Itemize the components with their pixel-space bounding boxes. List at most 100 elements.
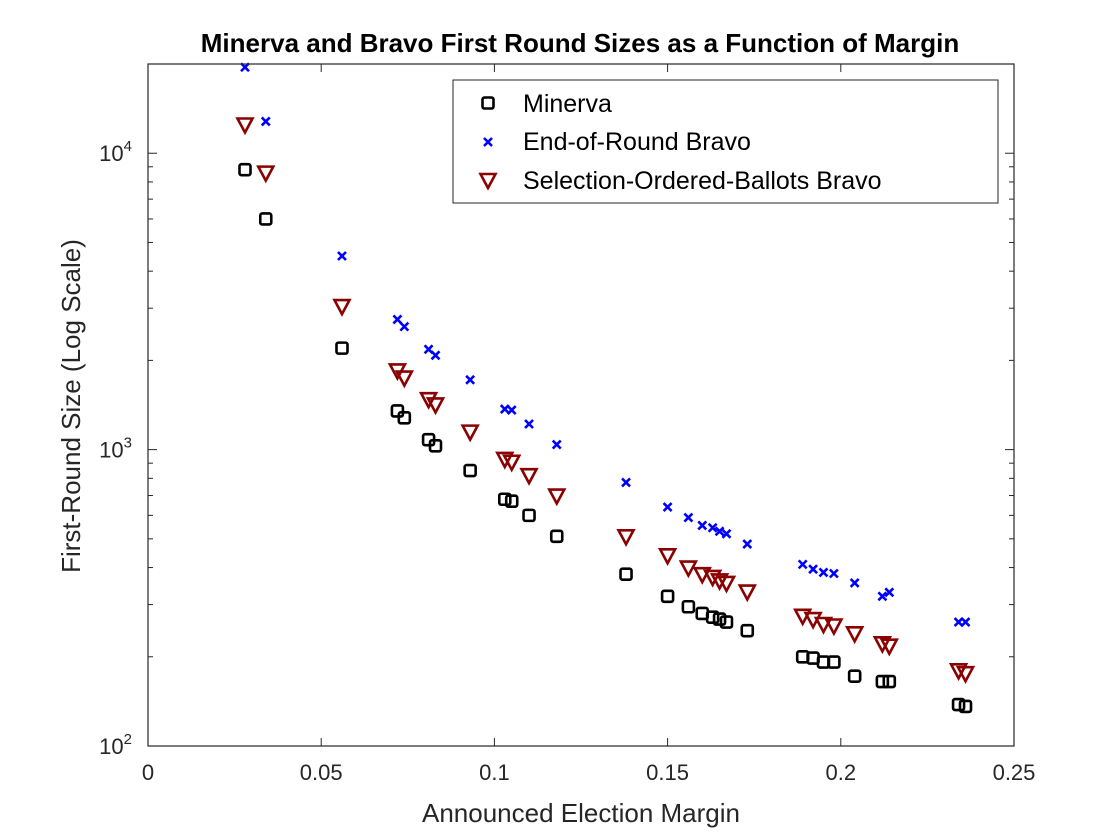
data-point-minerva <box>335 341 349 355</box>
data-point-selection-ordered-ballots-bravo <box>872 636 893 655</box>
x-tick-label: 0 <box>142 760 154 785</box>
data-point-end-of-round-bravo <box>337 251 347 261</box>
y-tick-exponent: 4 <box>124 138 132 155</box>
data-point-selection-ordered-ballots-bravo <box>502 454 522 473</box>
legend-box <box>452 79 999 204</box>
data-point-minerva <box>504 494 519 508</box>
data-point-selection-ordered-ballots-bravo <box>332 298 352 317</box>
data-point-end-of-round-bravo <box>828 568 839 579</box>
data-point-end-of-round-bravo <box>697 520 708 531</box>
data-point-end-of-round-bravo <box>551 439 562 450</box>
data-point-end-of-round-bravo <box>960 617 971 627</box>
y-tick-exponent: 2 <box>124 731 132 748</box>
data-point-minerva <box>428 439 443 453</box>
data-point-selection-ordered-ballots-bravo <box>256 165 276 184</box>
data-point-selection-ordered-ballots-bravo <box>716 575 737 594</box>
y-tick-base: 10 <box>99 141 123 166</box>
data-point-minerva <box>238 162 252 177</box>
y-tick-label: 102 <box>99 731 132 759</box>
legend: Minerva End-of-Round Bravo Selection-Ord… <box>452 79 999 204</box>
data-point-minerva <box>681 599 696 614</box>
data-point-minerva <box>740 623 755 638</box>
data-point-end-of-round-bravo <box>430 350 441 361</box>
data-point-end-of-round-bravo <box>721 528 732 539</box>
data-point-selection-ordered-ballots-bravo <box>702 569 723 588</box>
data-point-end-of-round-bravo <box>877 591 888 602</box>
data-point-end-of-round-bravo <box>524 419 534 429</box>
legend-label-end-of-round-bravo: End-of-Round Bravo <box>523 128 751 156</box>
data-point-minerva <box>875 674 890 689</box>
data-point-minerva <box>827 655 841 669</box>
y-tick-base: 10 <box>99 438 123 463</box>
data-point-minerva <box>463 463 477 478</box>
data-point-end-of-round-bravo <box>392 314 403 325</box>
y-tick-exponent: 3 <box>124 435 132 452</box>
data-point-end-of-round-bravo <box>808 564 819 575</box>
y-tick-label: 104 <box>99 138 132 166</box>
data-point-selection-ordered-ballots-bravo <box>948 663 969 682</box>
legend-marker-end-of-round-bravo <box>483 137 493 147</box>
data-point-end-of-round-bravo <box>849 577 860 588</box>
x-axis-label: Announced Election Margin <box>422 798 740 828</box>
data-point-selection-ordered-ballots-bravo <box>824 618 844 637</box>
data-point-end-of-round-bravo <box>465 374 476 385</box>
data-point-selection-ordered-ballots-bravo <box>879 638 899 657</box>
data-point-minerva <box>847 669 862 683</box>
data-point-end-of-round-bravo <box>797 559 808 570</box>
data-point-end-of-round-bravo <box>621 477 631 488</box>
y-tick-base: 10 <box>99 734 123 759</box>
legend-marker-selection-ordered-ballots-bravo <box>478 172 498 191</box>
legend-marker-minerva <box>481 96 495 110</box>
data-point-minerva <box>660 589 675 604</box>
y-axis-label: First-Round Size (Log Scale) <box>56 239 86 573</box>
data-point-selection-ordered-ballots-bravo <box>616 528 636 548</box>
plot-frame <box>147 63 1015 747</box>
data-point-minerva <box>258 212 273 226</box>
data-point-selection-ordered-ballots-bravo <box>955 665 976 684</box>
y-tick-label: 103 <box>99 435 132 463</box>
data-point-minerva <box>619 567 633 581</box>
data-point-minerva <box>397 411 412 425</box>
data-point-minerva <box>497 492 512 507</box>
data-point-minerva <box>705 610 720 624</box>
data-point-end-of-round-bravo <box>683 512 694 523</box>
data-point-end-of-round-bravo <box>714 526 725 537</box>
data-point-minerva <box>882 674 897 689</box>
legend-label-minerva: Minerva <box>523 90 612 118</box>
data-point-selection-ordered-ballots-bravo <box>394 370 415 389</box>
data-point-end-of-round-bravo <box>818 567 829 578</box>
chart-title: Minerva and Bravo First Round Sizes as a… <box>201 28 959 58</box>
data-point-selection-ordered-ballots-bravo <box>235 117 255 136</box>
data-point-selection-ordered-ballots-bravo <box>495 451 515 470</box>
data-point-minerva <box>719 615 734 629</box>
data-point-minerva <box>390 404 405 418</box>
legend-label-selection-ordered-ballots-bravo: Selection-Ordered-Ballots Bravo <box>523 167 882 195</box>
data-point-end-of-round-bravo <box>506 405 517 415</box>
data-point-end-of-round-bravo <box>260 116 271 127</box>
data-point-minerva <box>958 699 973 714</box>
data-point-end-of-round-bravo <box>662 502 673 512</box>
data-point-end-of-round-bravo <box>742 539 753 550</box>
data-point-selection-ordered-ballots-bravo <box>813 616 834 635</box>
data-point-selection-ordered-ballots-bravo <box>547 488 567 507</box>
data-point-selection-ordered-ballots-bravo <box>425 397 446 416</box>
data-point-end-of-round-bravo <box>707 522 718 533</box>
data-point-selection-ordered-ballots-bravo <box>519 467 539 486</box>
data-point-selection-ordered-ballots-bravo <box>657 547 678 567</box>
data-point-selection-ordered-ballots-bravo <box>460 424 480 443</box>
x-tick-label: 0.2 <box>826 760 857 785</box>
x-tick-label: 0.25 <box>993 760 1036 785</box>
data-point-selection-ordered-ballots-bravo <box>844 626 865 645</box>
data-point-minerva <box>712 612 727 626</box>
x-tick-label: 0.15 <box>646 760 689 785</box>
x-tick-label: 0.1 <box>479 760 510 785</box>
data-point-end-of-round-bravo <box>884 587 895 598</box>
data-point-minerva <box>549 529 564 544</box>
data-point-selection-ordered-ballots-bravo <box>737 584 757 603</box>
data-markers <box>235 62 976 714</box>
data-point-end-of-round-bravo <box>399 321 410 332</box>
legend-markers <box>478 96 498 191</box>
x-tick-labels: 0 0.05 0.1 0.15 0.2 0.25 <box>142 760 1036 785</box>
